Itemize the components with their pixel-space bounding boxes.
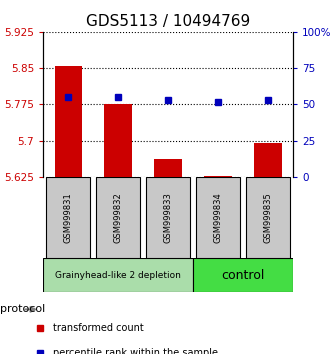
Text: transformed count: transformed count bbox=[53, 323, 144, 333]
Bar bbox=[246, 177, 290, 258]
Bar bbox=[193, 258, 293, 292]
Text: control: control bbox=[221, 269, 265, 282]
Bar bbox=[146, 177, 190, 258]
Bar bbox=[105, 104, 132, 177]
Bar bbox=[43, 258, 193, 292]
Bar bbox=[196, 177, 240, 258]
Bar bbox=[55, 66, 82, 177]
Bar bbox=[46, 177, 90, 258]
Text: percentile rank within the sample: percentile rank within the sample bbox=[53, 348, 218, 354]
Bar bbox=[155, 159, 182, 177]
Text: GSM999833: GSM999833 bbox=[164, 192, 173, 243]
Text: GSM999834: GSM999834 bbox=[213, 192, 223, 243]
Bar bbox=[254, 143, 282, 177]
Text: GSM999832: GSM999832 bbox=[114, 192, 123, 243]
Title: GDS5113 / 10494769: GDS5113 / 10494769 bbox=[86, 14, 250, 29]
Text: GSM999831: GSM999831 bbox=[64, 192, 73, 243]
Text: GSM999835: GSM999835 bbox=[263, 192, 273, 243]
Text: Grainyhead-like 2 depletion: Grainyhead-like 2 depletion bbox=[55, 271, 181, 280]
Bar bbox=[96, 177, 140, 258]
Bar bbox=[204, 176, 232, 177]
Text: protocol: protocol bbox=[0, 304, 45, 314]
